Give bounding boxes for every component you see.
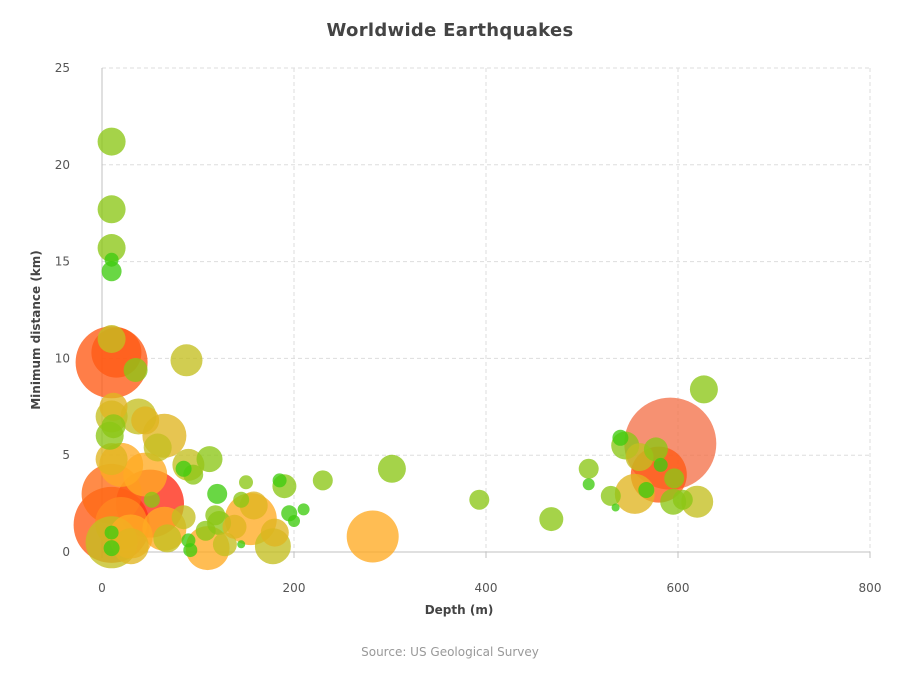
- data-point: [95, 443, 128, 476]
- data-point: [689, 375, 718, 404]
- x-tick-label: 400: [475, 581, 498, 595]
- data-point: [101, 261, 122, 282]
- y-tick-label: 0: [62, 545, 70, 559]
- data-point: [97, 234, 126, 262]
- data-point: [171, 505, 196, 530]
- y-tick-label: 20: [55, 158, 70, 172]
- data-point: [175, 460, 192, 477]
- source-note: Source: US Geological Survey: [361, 645, 539, 659]
- data-point: [101, 414, 126, 439]
- data-point: [153, 524, 182, 553]
- data-point: [97, 195, 126, 224]
- data-point: [237, 540, 246, 549]
- data-point: [207, 483, 228, 504]
- data-point: [183, 543, 198, 558]
- y-tick-label: 5: [62, 448, 70, 462]
- data-point: [233, 491, 250, 508]
- data-point: [123, 452, 168, 497]
- data-point: [346, 510, 399, 563]
- data-point: [260, 518, 289, 547]
- data-point: [643, 437, 668, 462]
- x-tick-label: 800: [859, 581, 882, 595]
- data-point: [612, 429, 629, 446]
- data-point: [377, 454, 406, 483]
- data-point: [103, 540, 120, 557]
- data-point: [600, 485, 621, 506]
- data-point: [104, 525, 119, 540]
- data-point: [143, 491, 160, 508]
- data-point: [469, 489, 490, 510]
- y-tick-label: 25: [55, 61, 70, 75]
- data-point: [539, 507, 564, 532]
- data-point: [195, 520, 216, 541]
- x-tick-label: 600: [667, 581, 690, 595]
- data-point: [611, 503, 620, 512]
- x-tick-label: 0: [98, 581, 106, 595]
- data-point: [131, 406, 160, 435]
- data-point: [99, 392, 128, 421]
- data-point: [578, 458, 599, 479]
- data-point: [653, 457, 668, 472]
- data-point: [672, 489, 693, 510]
- data-point: [297, 503, 310, 516]
- x-tick-label: 200: [283, 581, 306, 595]
- data-point: [239, 475, 253, 490]
- y-tick-label: 10: [55, 351, 70, 365]
- data-point: [582, 478, 595, 491]
- y-axis-title: Minimum distance (km): [29, 250, 43, 410]
- data-point: [112, 528, 149, 565]
- data-point: [205, 505, 226, 526]
- data-point: [638, 482, 655, 498]
- data-point: [104, 252, 119, 267]
- data-point: [312, 470, 333, 491]
- x-axis-title: Depth (m): [425, 603, 494, 617]
- data-point: [272, 473, 287, 488]
- data-point: [196, 446, 223, 473]
- data-point: [288, 515, 300, 527]
- data-point: [143, 433, 172, 462]
- y-tick-label: 15: [55, 255, 70, 269]
- data-point: [664, 468, 685, 489]
- data-point: [212, 532, 237, 557]
- data-point: [170, 344, 203, 377]
- data-point: [97, 127, 126, 156]
- data-point: [123, 358, 148, 382]
- data-point: [222, 514, 247, 539]
- chart-title: Worldwide Earthquakes: [326, 20, 574, 41]
- data-point: [97, 325, 126, 353]
